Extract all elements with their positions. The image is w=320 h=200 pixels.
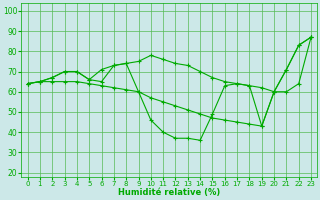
X-axis label: Humidité relative (%): Humidité relative (%): [118, 188, 220, 197]
